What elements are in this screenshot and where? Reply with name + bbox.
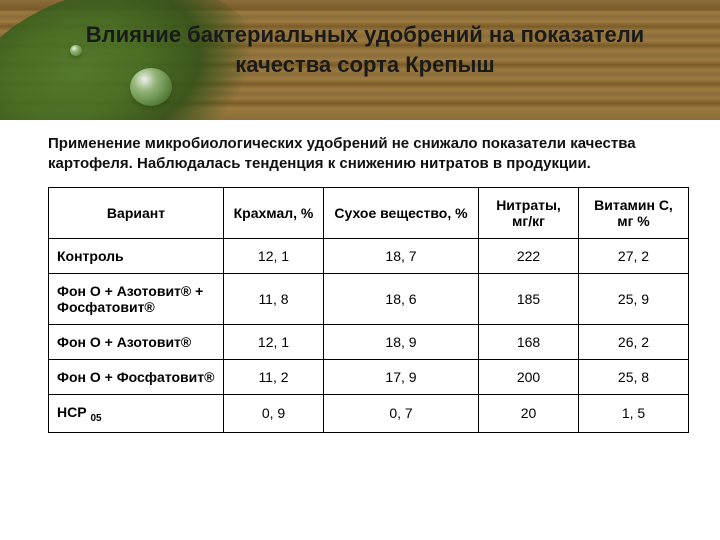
cell-starch: 12, 1 [224,238,324,273]
cell-vitc: 25, 9 [579,273,689,324]
cell-vitc: 27, 2 [579,238,689,273]
cell-nitrates: 185 [479,273,579,324]
nsr-subscript: 05 [90,412,101,423]
slide-title: Влияние бактериальных удобрений на показ… [40,20,690,79]
col-vitc-l1: Витамин С, [594,197,673,213]
table-row: Фон О + Фосфатовит® 11, 2 17, 9 200 25, … [49,359,689,394]
table-row: Контроль 12, 1 18, 7 222 27, 2 [49,238,689,273]
header-background: Влияние бактериальных удобрений на показ… [0,0,720,120]
col-variant: Вариант [49,187,224,238]
col-dry: Сухое вещество, % [324,187,479,238]
cell-dry: 18, 7 [324,238,479,273]
col-nitrates: Нитраты, мг/кг [479,187,579,238]
table-row: Фон О + Азотовит® 12, 1 18, 9 168 26, 2 [49,324,689,359]
cell-starch: 0, 9 [224,394,324,433]
cell-nitrates: 200 [479,359,579,394]
cell-starch: 12, 1 [224,324,324,359]
cell-starch: 11, 8 [224,273,324,324]
cell-variant: Фон О + Азотовит® + Фосфатовит® [49,273,224,324]
table-row: НСР 05 0, 9 0, 7 20 1, 5 [49,394,689,433]
cell-dry: 0, 7 [324,394,479,433]
cell-nitrates: 168 [479,324,579,359]
cell-variant: НСР 05 [49,394,224,433]
col-vitc: Витамин С, мг % [579,187,689,238]
intro-paragraph: Применение микробиологических удобрений … [48,134,684,175]
cell-dry: 18, 6 [324,273,479,324]
table-row: Фон О + Азотовит® + Фосфатовит® 11, 8 18… [49,273,689,324]
col-vitc-l2: мг % [617,213,650,229]
cell-vitc: 25, 8 [579,359,689,394]
cell-nitrates: 222 [479,238,579,273]
slide-content: Применение микробиологических удобрений … [0,120,720,433]
data-table: Вариант Крахмал, % Сухое вещество, % Нит… [48,187,689,434]
cell-vitc: 26, 2 [579,324,689,359]
cell-nitrates: 20 [479,394,579,433]
cell-vitc: 1, 5 [579,394,689,433]
cell-variant: Фон О + Азотовит® [49,324,224,359]
title-line-2: качества сорта Крепыш [235,52,494,77]
cell-variant: Фон О + Фосфатовит® [49,359,224,394]
col-starch: Крахмал, % [224,187,324,238]
cell-dry: 18, 9 [324,324,479,359]
table-header-row: Вариант Крахмал, % Сухое вещество, % Нит… [49,187,689,238]
cell-variant: Контроль [49,238,224,273]
title-line-1: Влияние бактериальных удобрений на показ… [86,22,644,47]
cell-starch: 11, 2 [224,359,324,394]
cell-dry: 17, 9 [324,359,479,394]
nsr-prefix: НСР [57,404,90,420]
